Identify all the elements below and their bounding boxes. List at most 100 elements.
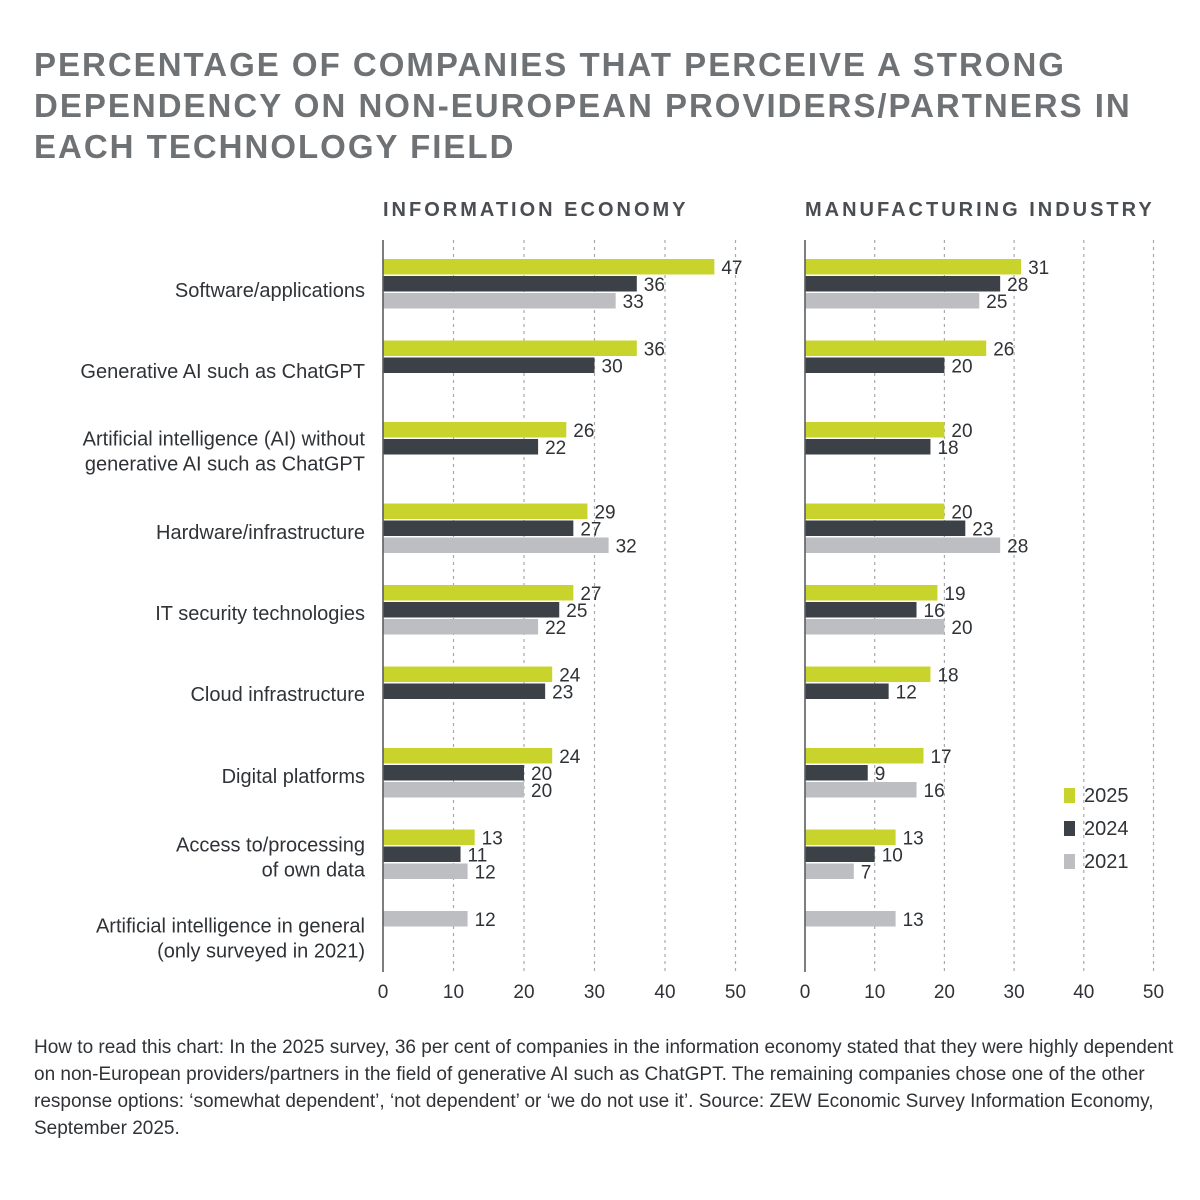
- bar-2024: [383, 357, 595, 373]
- x-tick-label: 10: [864, 982, 885, 1003]
- bar-2025: [383, 422, 567, 438]
- data-label: 20: [951, 618, 972, 639]
- x-tick-label: 30: [1004, 982, 1025, 1003]
- category-label: Artificial intelligence in general: [96, 916, 365, 938]
- data-label: 20: [531, 764, 552, 785]
- category-label: Cloud infrastructure: [190, 684, 365, 706]
- data-label: 36: [644, 275, 665, 296]
- x-tick-label: 50: [1143, 982, 1164, 1003]
- bar-2025: [805, 340, 987, 356]
- data-label: 23: [552, 682, 573, 703]
- bar-2024: [383, 276, 637, 292]
- data-label: 26: [993, 339, 1014, 360]
- data-label: 36: [644, 339, 665, 360]
- category-label: Access to/processing: [176, 835, 365, 857]
- bar-2024: [805, 765, 868, 781]
- x-tick-label: 20: [934, 982, 955, 1003]
- category-label: IT security technologies: [155, 603, 365, 625]
- bar-2024: [805, 602, 917, 618]
- x-tick-label: 40: [654, 982, 675, 1003]
- legend-swatch-2025: [1064, 788, 1075, 803]
- bar-2024: [383, 683, 546, 699]
- bar-2021: [805, 911, 896, 927]
- data-label: 23: [972, 519, 993, 540]
- bar-2025: [383, 503, 588, 519]
- data-label: 13: [482, 828, 503, 849]
- bar-2024: [805, 276, 1001, 292]
- data-label: 20: [951, 356, 972, 377]
- bar-2025: [805, 585, 938, 601]
- bar-2024: [805, 683, 889, 699]
- legend-swatch-2024: [1064, 821, 1075, 836]
- bar-2021: [383, 537, 609, 553]
- data-label: 18: [937, 438, 958, 459]
- category-label: Artificial intelligence (AI) without: [83, 429, 366, 451]
- data-label: 12: [896, 682, 917, 703]
- bar-2025: [805, 666, 931, 682]
- data-label: 24: [559, 665, 581, 686]
- bar-2021: [383, 863, 468, 879]
- bar-2021: [805, 619, 945, 635]
- data-label: 22: [545, 438, 566, 459]
- data-label: 30: [602, 356, 623, 377]
- data-label: 11: [468, 845, 488, 866]
- data-label: 24: [559, 747, 581, 768]
- data-label: 7: [861, 862, 872, 883]
- bar-2025: [383, 340, 637, 356]
- data-label: 27: [580, 584, 601, 605]
- bar-2024: [383, 846, 461, 862]
- panel-title: MANUFACTURING INDUSTRY: [805, 199, 1155, 221]
- data-label: 20: [951, 421, 972, 442]
- bar-2024: [383, 439, 539, 455]
- data-label: 33: [623, 292, 644, 313]
- data-label: 20: [951, 502, 972, 523]
- category-label: Digital platforms: [222, 766, 365, 788]
- data-label: 27: [580, 519, 601, 540]
- bar-2024: [383, 602, 560, 618]
- data-label: 9: [875, 764, 886, 785]
- data-label: 20: [531, 781, 552, 802]
- data-label: 17: [930, 747, 951, 768]
- x-tick-label: 40: [1073, 982, 1094, 1003]
- data-label: 28: [1007, 536, 1028, 557]
- bar-2024: [805, 846, 875, 862]
- x-tick-label: 20: [513, 982, 534, 1003]
- data-label: 47: [721, 258, 742, 279]
- bar-2021: [805, 537, 1001, 553]
- x-tick-label: 0: [378, 982, 389, 1003]
- bar-2025: [383, 829, 475, 845]
- data-label: 12: [475, 910, 496, 931]
- bar-2025: [805, 259, 1022, 275]
- x-tick-label: 10: [443, 982, 464, 1003]
- bar-2024: [805, 439, 931, 455]
- bar-2021: [805, 293, 980, 309]
- data-label: 16: [924, 781, 945, 802]
- x-tick-label: 50: [725, 982, 746, 1003]
- data-label: 19: [944, 584, 965, 605]
- data-label: 32: [616, 536, 637, 557]
- bar-2024: [383, 520, 574, 536]
- data-label: 29: [594, 502, 615, 523]
- chart-title: PERCENTAGE OF COMPANIES THAT PERCEIVE A …: [34, 46, 1132, 165]
- bar-2024: [383, 765, 524, 781]
- bar-2025: [805, 503, 945, 519]
- data-label: 10: [882, 845, 903, 866]
- bar-2021: [805, 782, 917, 798]
- bar-2021: [805, 863, 854, 879]
- bar-2021: [383, 293, 616, 309]
- bar-2024: [805, 520, 966, 536]
- bar-2025: [383, 259, 715, 275]
- bar-2025: [383, 585, 574, 601]
- data-label: 18: [937, 665, 958, 686]
- bar-2025: [805, 829, 896, 845]
- data-label: 22: [545, 618, 566, 639]
- data-label: 25: [986, 292, 1007, 313]
- data-label: 13: [903, 828, 924, 849]
- legend-label: 2021: [1084, 851, 1129, 873]
- category-label: Software/applications: [175, 280, 365, 302]
- category-label: Hardware/infrastructure: [156, 522, 365, 544]
- bar-2021: [383, 619, 539, 635]
- bar-2024: [805, 357, 945, 373]
- legend-swatch-2021: [1064, 854, 1075, 869]
